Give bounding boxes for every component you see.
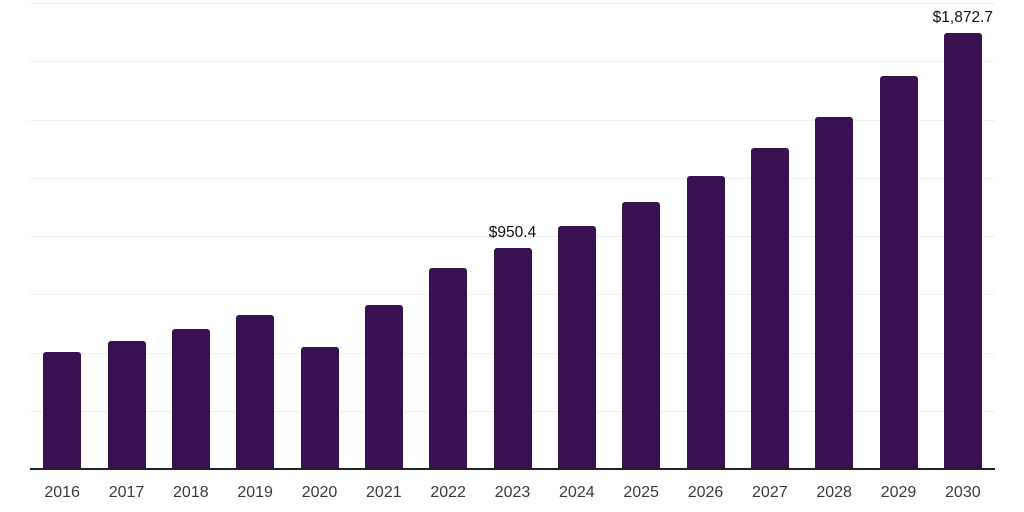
x-tick-label-2023: 2023 [494, 484, 531, 501]
gridline [30, 236, 995, 237]
bar-2028 [815, 116, 854, 469]
x-tick-label-2017: 2017 [108, 484, 145, 501]
x-tick-label-2021: 2021 [366, 484, 402, 501]
bar-2022 [429, 267, 468, 469]
bar-2024 [557, 225, 596, 469]
x-tick-label-2022: 2022 [430, 484, 466, 501]
x-tick-label-2027: 2027 [752, 484, 788, 501]
bar-2020 [300, 346, 339, 469]
x-tick-label-2019: 2019 [237, 484, 273, 501]
x-tick-label-2024: 2024 [559, 484, 595, 501]
gridline [30, 3, 995, 4]
bar-2029 [879, 75, 918, 469]
x-tick-label-2016: 2016 [44, 484, 80, 501]
bar-2016 [43, 351, 82, 469]
gridline [30, 119, 995, 121]
bar-2030 [943, 32, 982, 469]
x-tick-label-2028: 2028 [816, 484, 852, 501]
data-label-2030: $1,872.7 [932, 8, 993, 26]
gridline [30, 61, 995, 63]
x-tick-label-2020: 2020 [301, 484, 338, 501]
bar-2018 [171, 329, 210, 469]
bar-2017 [107, 340, 146, 469]
bar-2027 [750, 147, 789, 469]
gridline [30, 177, 995, 179]
x-tick-label-2026: 2026 [687, 484, 724, 501]
bar-2023 [493, 247, 532, 469]
bar-2026 [686, 175, 725, 469]
bar-2025 [622, 202, 661, 469]
x-tick-label-2025: 2025 [623, 484, 659, 501]
bar-2019 [236, 314, 275, 469]
x-tick-label-2030: 2030 [945, 484, 981, 501]
data-label-2023: $950.4 [488, 223, 537, 241]
x-tick-label-2018: 2018 [173, 484, 209, 501]
bar-2021 [364, 304, 403, 469]
x-tick-label-2029: 2029 [880, 484, 917, 501]
x-axis-line [30, 468, 995, 470]
